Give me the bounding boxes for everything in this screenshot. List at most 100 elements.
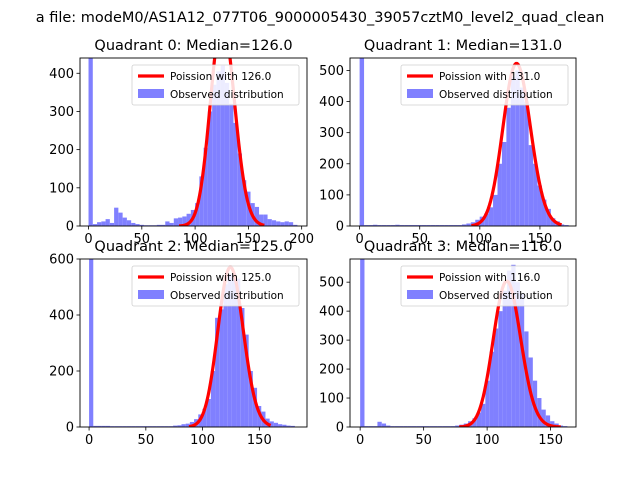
hist-bar <box>537 185 542 226</box>
hist-bar <box>519 87 525 226</box>
hist-bar <box>186 213 191 226</box>
hist-bar <box>122 217 127 226</box>
subplot-0: 0 50 100 150 200 0 100 200 300 400 Quadrant 0: Med… <box>49 38 314 247</box>
hist-bar <box>377 421 382 427</box>
hist-bar <box>135 224 140 226</box>
y-tick-label: 100 <box>319 392 344 407</box>
hist-bar <box>506 107 511 226</box>
hist-bar <box>444 225 449 226</box>
hist-bar <box>240 308 245 427</box>
hist-bar <box>165 221 170 226</box>
legend-label-observed: Observed distribution <box>439 290 553 302</box>
hist-bar <box>220 65 225 226</box>
hist-bar <box>231 273 237 427</box>
hist-bar <box>215 317 220 427</box>
hist-bar <box>448 225 454 226</box>
hist-bar <box>290 425 295 427</box>
legend: Poission with 116.0 Observed distribution <box>400 265 569 307</box>
x-tick-label: 100 <box>475 433 500 448</box>
legend-label-observed: Observed distribution <box>439 89 553 101</box>
y-tick-label: 400 <box>319 95 344 110</box>
hist-bar <box>248 371 253 427</box>
histogram <box>89 259 295 427</box>
hist-bar <box>105 219 110 226</box>
hist-bar <box>126 220 132 226</box>
hist-bar <box>408 225 413 226</box>
legend-bar-swatch <box>407 89 433 98</box>
hist-bar <box>269 421 274 427</box>
hist-bar <box>93 425 98 427</box>
hist-bar <box>160 224 166 226</box>
legend-label-observed: Observed distribution <box>170 290 284 302</box>
hist-bar <box>412 225 418 226</box>
hist-bar <box>223 284 228 427</box>
y-tick-label: 100 <box>49 181 74 196</box>
hist-bar <box>493 194 498 226</box>
hist-bar <box>156 224 161 226</box>
hist-bar <box>497 163 502 226</box>
x-tick-label: 0 <box>84 232 92 247</box>
hist-bar <box>360 259 365 427</box>
hist-bar <box>386 425 391 427</box>
x-tick-label: 150 <box>236 232 261 247</box>
hist-bar <box>404 225 409 226</box>
legend-label-poisson: Poission with 125.0 <box>170 272 271 284</box>
hist-bar <box>390 225 396 226</box>
hist-bar <box>109 222 115 226</box>
hist-bar <box>421 225 427 226</box>
subplot-2: 0 50 100 150 0 200 400 600 Quadrant 2: Median=12… <box>49 239 308 448</box>
y-tick-label: 500 <box>319 64 344 79</box>
axes-frame <box>349 258 577 428</box>
hist-bar <box>267 219 272 226</box>
hist-bar <box>377 225 382 226</box>
hist-bar <box>439 225 445 226</box>
axes-frame <box>79 57 308 227</box>
hist-bar <box>185 423 190 427</box>
hist-bar <box>386 225 391 226</box>
hist-bar <box>426 225 431 226</box>
hist-bar <box>203 147 208 226</box>
hist-bar <box>181 424 186 427</box>
hist-bar <box>545 415 551 427</box>
hist-bar <box>533 163 538 226</box>
y-tick-label: 300 <box>319 126 344 141</box>
hist-bar <box>502 290 507 427</box>
hist-bar <box>506 270 512 427</box>
hist-bar <box>364 225 369 226</box>
hist-bar <box>461 224 467 226</box>
hist-bar <box>498 311 503 427</box>
hist-bar <box>453 225 458 226</box>
poisson-line <box>178 58 265 226</box>
hist-bar <box>481 403 486 427</box>
hist-bar <box>485 380 490 427</box>
y-tick-label: 200 <box>49 143 74 158</box>
hist-bar <box>237 153 242 226</box>
subplot-1: 0 50 100 150 0 100 200 300 400 500 Quadrant 1: Med… <box>319 38 577 247</box>
hist-bar <box>528 145 534 226</box>
subplot-title: Quadrant 0: Median=126.0 <box>94 38 292 54</box>
hist-bar <box>97 222 102 226</box>
axes-frame <box>349 57 577 227</box>
hist-bar <box>541 199 547 226</box>
y-tick-label: 400 <box>49 67 74 82</box>
hist-bar <box>466 223 471 226</box>
y-tick-label: 500 <box>319 276 344 291</box>
hist-bar <box>282 424 287 427</box>
hist-bar <box>550 421 555 427</box>
hist-bar <box>252 387 258 427</box>
hist-bar <box>286 425 291 427</box>
axes-frame <box>79 258 308 428</box>
hist-bar <box>395 224 400 226</box>
hist-bar <box>224 82 230 226</box>
hist-bar <box>173 425 178 427</box>
hist-bar <box>89 259 94 427</box>
hist-bar <box>515 70 520 226</box>
x-tick-label: 50 <box>134 232 151 247</box>
hist-bar <box>216 71 221 226</box>
x-tick-label: 150 <box>247 433 272 448</box>
y-tick-label: 100 <box>319 188 344 203</box>
hist-bar <box>241 180 247 226</box>
histogram <box>359 58 569 226</box>
hist-bar <box>484 213 489 226</box>
